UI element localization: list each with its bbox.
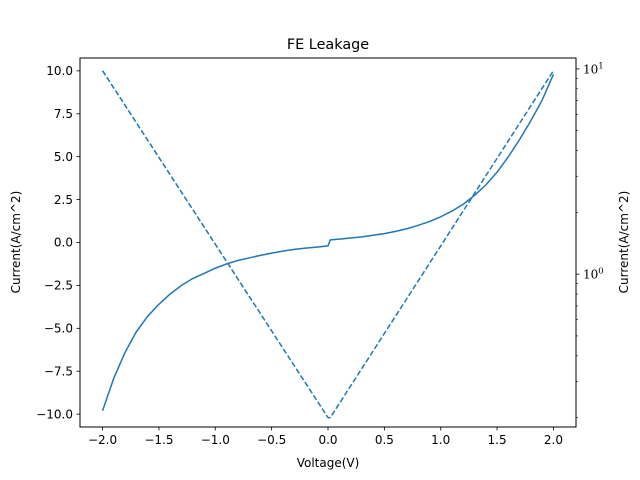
x-tick-label: 0.0 — [318, 433, 337, 447]
x-axis-label: Voltage(V) — [297, 456, 360, 470]
x-tick-label: 1.5 — [488, 433, 507, 447]
y-right-tick-label: 101 — [583, 61, 604, 76]
series-layer — [101, 70, 555, 419]
x-tick-label: 1.0 — [431, 433, 450, 447]
x-tick-label: −0.5 — [257, 433, 286, 447]
series-line-log-current — [101, 70, 555, 419]
x-axis-ticks: −2.0 −1.5 −1.0 −0.5 0.0 0.5 1.0 1.5 2.0 — [88, 427, 563, 447]
y-tick-label: −5.0 — [44, 322, 73, 336]
y-right-axis-label: Current(A/cm^2) — [617, 191, 631, 294]
y-tick-label: 5.0 — [54, 150, 73, 164]
y-tick-label: 2.5 — [54, 193, 73, 207]
x-tick-label: −1.0 — [201, 433, 230, 447]
series-line-current — [101, 73, 555, 411]
x-tick-label: −2.0 — [88, 433, 117, 447]
x-tick-label: 0.5 — [375, 433, 394, 447]
y-axis-label: Current(A/cm^2) — [9, 191, 23, 294]
y-tick-label: 0.0 — [54, 236, 73, 250]
y-right-axis-ticks: 100 101 — [576, 61, 604, 418]
y-axis-ticks: −10.0 −7.5 −5.0 −2.5 0.0 2.5 5.0 7.5 10.0 — [36, 64, 80, 421]
y-right-tick-label: 100 — [583, 267, 604, 282]
chart-title: FE Leakage — [287, 37, 369, 53]
x-tick-label: −1.5 — [144, 433, 173, 447]
y-tick-label: −10.0 — [36, 407, 73, 421]
x-tick-label: 2.0 — [544, 433, 563, 447]
y-tick-label: −2.5 — [44, 279, 73, 293]
y-tick-label: 7.5 — [54, 107, 73, 121]
y-tick-label: 10.0 — [46, 64, 73, 78]
y-tick-label: −7.5 — [44, 364, 73, 378]
